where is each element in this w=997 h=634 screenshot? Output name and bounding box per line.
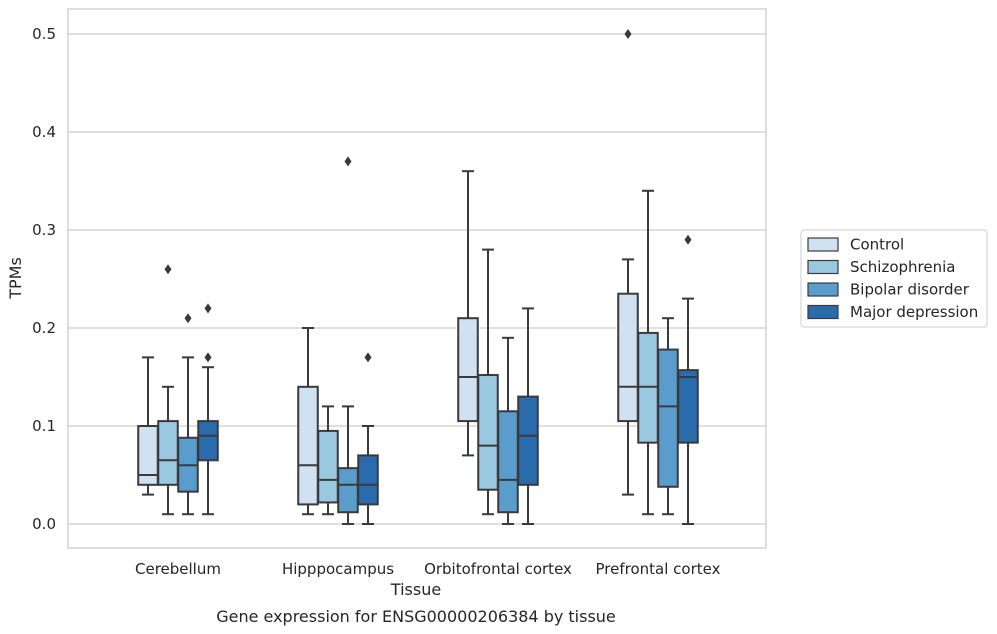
x-tick-label: Orbitofrontal cortex (424, 560, 572, 578)
box-body (157, 420, 179, 486)
legend-swatch (807, 282, 839, 297)
chart-caption: Gene expression for ENSG00000206384 by t… (216, 607, 616, 626)
box-body (497, 410, 519, 514)
legend-swatch (807, 259, 839, 275)
box-bipolar-disorder (337, 156, 359, 525)
box-major-depression (197, 303, 219, 516)
plot-frame (67, 8, 767, 549)
x-tick-label: Hipppocampus (282, 560, 394, 578)
legend-label: Control (850, 236, 904, 254)
box-body (677, 369, 699, 444)
outlier-point (684, 234, 692, 245)
y-tick-label: 0.5 (32, 25, 56, 43)
outlier-point (164, 264, 172, 275)
box-major-depression (517, 307, 539, 525)
box-schizophrenia (477, 248, 499, 516)
box-bipolar-disorder (497, 336, 519, 525)
box-control (617, 29, 639, 496)
y-tick-label: 0.0 (32, 515, 56, 533)
box-body (517, 395, 539, 486)
box-schizophrenia (317, 405, 339, 516)
outlier-point (624, 29, 632, 39)
box-schizophrenia (157, 264, 179, 516)
box-bipolar-disorder (177, 313, 199, 516)
legend: Control Schizophrenia Bipolar disorder Majo… (800, 229, 988, 328)
box-control (137, 356, 159, 496)
legend-label: Bipolar disorder (850, 281, 970, 299)
x-axis-ticks: Cerebellum Hipppocampus Orbitofrontal cort… (135, 560, 721, 578)
y-tick-label: 0.1 (32, 417, 56, 435)
box-major-depression (677, 234, 699, 525)
legend-swatch (807, 237, 839, 252)
grid-lines (68, 33, 766, 525)
legend-frame (800, 229, 988, 328)
box-body (297, 385, 319, 506)
y-tick-label: 0.4 (32, 123, 56, 141)
box-schizophrenia (637, 189, 659, 516)
box-body (337, 467, 359, 514)
legend-label: Schizophrenia (850, 258, 955, 276)
outlier-point (204, 352, 212, 363)
x-tick-label: Prefrontal cortex (596, 560, 721, 578)
boxes (137, 29, 699, 525)
box-body (457, 317, 479, 423)
outlier-point (364, 352, 372, 363)
y-axis-label: TPMs (6, 257, 25, 300)
box-body (317, 429, 339, 504)
box-body (657, 348, 679, 488)
x-tick-label: Cerebellum (135, 560, 221, 578)
box-major-depression (357, 352, 379, 525)
legend-label: Major depression (850, 303, 978, 321)
legend-swatch (807, 304, 839, 320)
box-body (477, 374, 499, 491)
box-body (357, 454, 379, 506)
box-control (297, 327, 319, 516)
y-tick-label: 0.2 (32, 319, 56, 337)
outlier-point (184, 313, 192, 324)
outlier-point (344, 156, 352, 167)
box-body (617, 292, 639, 423)
y-tick-label: 0.3 (32, 221, 56, 239)
outlier-point (204, 303, 212, 314)
box-control (457, 170, 479, 457)
box-bipolar-disorder (657, 317, 679, 516)
y-axis-ticks: 0.0 0.1 0.2 0.3 0.4 0.5 (32, 25, 56, 533)
x-axis-label: Tissue (390, 580, 441, 599)
box-body (197, 420, 219, 462)
